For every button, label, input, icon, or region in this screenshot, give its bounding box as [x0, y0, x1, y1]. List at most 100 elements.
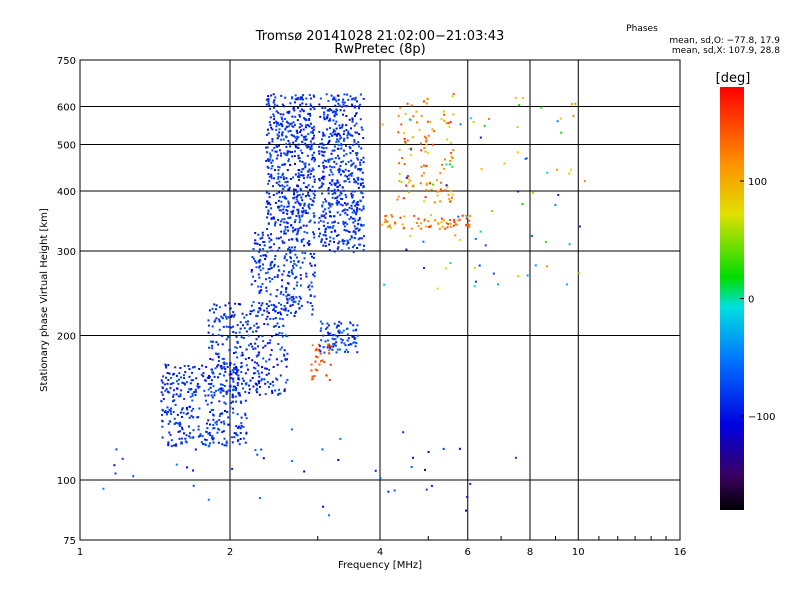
data-point: [420, 174, 423, 177]
data-point: [283, 230, 286, 233]
data-point: [277, 177, 280, 180]
data-point: [290, 428, 293, 431]
data-point: [276, 333, 279, 336]
data-point: [306, 176, 309, 179]
data-point: [306, 231, 309, 234]
data-point: [279, 392, 282, 395]
data-point: [271, 159, 274, 162]
data-point: [437, 223, 440, 226]
data-point: [265, 360, 268, 363]
data-point: [252, 330, 254, 333]
data-point: [353, 230, 356, 233]
data-point: [331, 196, 334, 199]
data-point: [228, 373, 231, 376]
data-point: [258, 248, 261, 251]
data-point: [276, 322, 279, 325]
data-point: [281, 117, 283, 120]
data-point: [324, 198, 326, 201]
data-point: [351, 335, 354, 338]
data-point: [306, 146, 309, 149]
data-point: [250, 283, 253, 286]
data-point: [345, 229, 348, 232]
data-point: [244, 414, 247, 417]
data-point: [307, 286, 310, 289]
data-point: [232, 411, 235, 414]
data-point: [343, 101, 346, 104]
data-point: [327, 339, 329, 342]
data-point: [284, 153, 287, 156]
data-point: [440, 217, 443, 220]
data-point: [459, 123, 462, 126]
data-point: [286, 226, 289, 229]
data-point: [273, 103, 276, 106]
data-point: [257, 345, 259, 348]
data-point: [329, 363, 332, 366]
data-point: [467, 224, 470, 227]
data-point: [350, 343, 353, 346]
data-point: [230, 402, 233, 404]
data-point: [473, 285, 476, 288]
data-point: [346, 230, 349, 233]
data-point: [347, 241, 350, 244]
data-point: [352, 324, 355, 327]
data-point: [314, 368, 317, 371]
data-point: [240, 365, 243, 368]
data-point: [304, 136, 306, 139]
data-point: [356, 152, 359, 155]
data-point: [271, 138, 274, 141]
data-point: [221, 383, 224, 386]
data-point: [198, 368, 201, 370]
data-point: [409, 234, 412, 237]
data-point: [289, 251, 292, 254]
data-point: [302, 136, 305, 138]
data-point: [210, 390, 213, 393]
data-point: [254, 361, 256, 364]
data-point: [336, 324, 339, 327]
data-point: [229, 363, 231, 366]
data-point: [303, 138, 306, 141]
data-point: [338, 104, 341, 107]
data-point: [237, 439, 239, 442]
data-point: [247, 357, 250, 359]
data-point: [192, 484, 195, 487]
data-point: [374, 469, 377, 472]
data-point: [311, 199, 314, 202]
data-point: [338, 157, 341, 160]
data-point: [266, 151, 269, 154]
data-point: [268, 104, 271, 107]
data-point: [280, 285, 283, 288]
data-point: [342, 189, 345, 192]
data-point: [259, 265, 261, 268]
data-point: [355, 154, 358, 157]
data-point: [326, 113, 329, 116]
data-point: [257, 285, 260, 288]
data-point: [273, 121, 276, 124]
data-point: [212, 414, 215, 417]
data-point: [173, 422, 176, 425]
data-point: [286, 299, 289, 302]
data-point: [166, 372, 169, 374]
data-point: [347, 337, 350, 340]
data-point: [389, 226, 392, 229]
data-point: [299, 110, 302, 113]
data-point: [381, 223, 384, 226]
data-point: [330, 171, 333, 174]
data-point: [328, 514, 330, 517]
data-point: [320, 339, 323, 342]
data-point: [261, 302, 264, 305]
data-point: [350, 204, 353, 207]
data-point: [264, 382, 267, 385]
data-point: [311, 203, 314, 206]
data-point: [286, 169, 289, 172]
data-point: [436, 287, 439, 290]
data-point: [352, 143, 355, 146]
data-point: [268, 175, 271, 178]
data-point: [317, 165, 320, 168]
data-point: [313, 236, 316, 239]
data-point: [465, 214, 468, 217]
data-point: [176, 422, 179, 425]
data-point: [350, 207, 353, 210]
data-point: [278, 196, 281, 199]
data-point: [296, 190, 299, 193]
data-point: [361, 171, 364, 174]
